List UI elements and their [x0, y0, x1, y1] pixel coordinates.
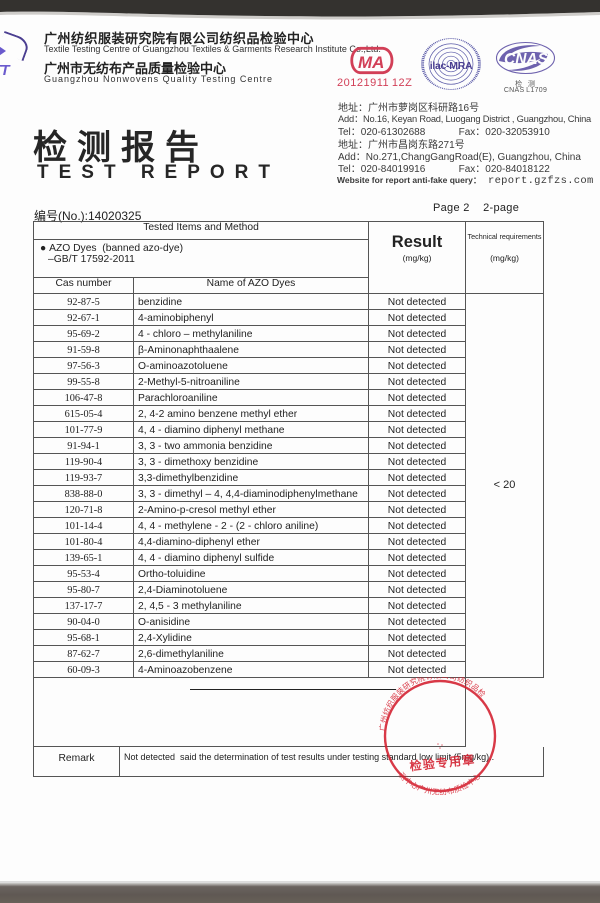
- svg-text:MA: MA: [358, 53, 384, 72]
- svg-text:检验专用章: 检验专用章: [409, 752, 476, 774]
- svg-text:CNAS: CNAS: [504, 51, 549, 68]
- svg-text:ilac-MRA: ilac-MRA: [430, 60, 473, 72]
- svg-text:广州纺织服装研究院有限公司纺织品检: 广州纺织服装研究院有限公司纺织品检: [377, 677, 488, 732]
- svg-text:测中心广州无纺布质检中心: 测中心广州无纺布质检中心: [397, 771, 483, 795]
